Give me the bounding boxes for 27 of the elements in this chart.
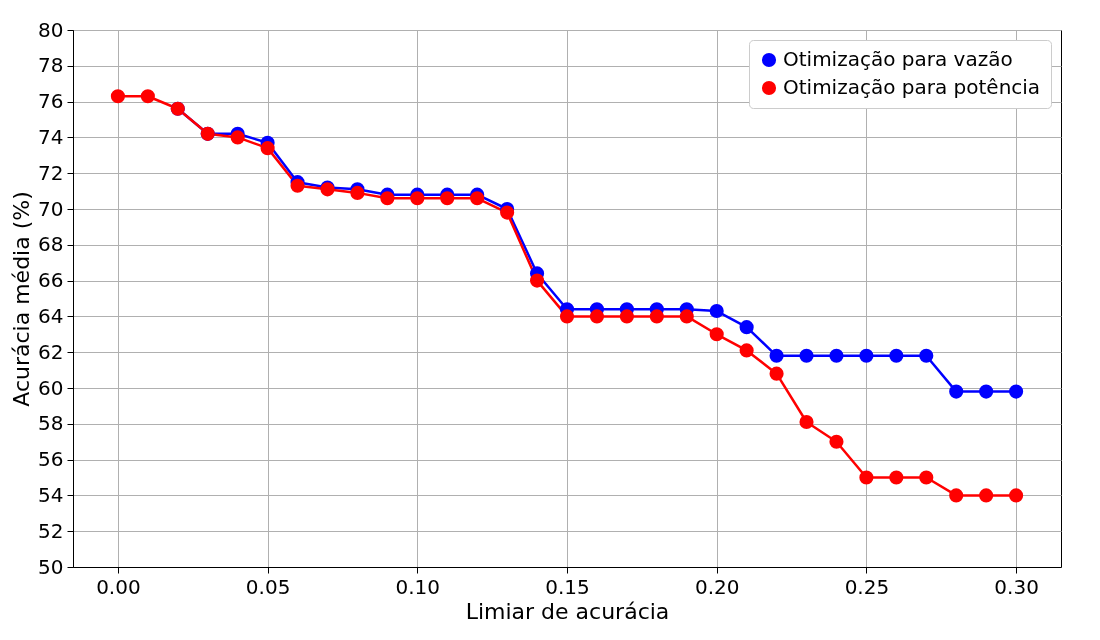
x-tick-label: 0.10 bbox=[395, 574, 441, 599]
y-tick-label: 68 bbox=[38, 232, 64, 257]
x-tick-label: 0.05 bbox=[245, 574, 291, 599]
legend-label: Otimização para vazão bbox=[783, 47, 1013, 71]
x-tick-label: 0.25 bbox=[844, 574, 890, 599]
x-tick-label: 0.00 bbox=[96, 574, 141, 599]
y-tick-label: 74 bbox=[38, 124, 64, 149]
y-tick-label: 76 bbox=[38, 89, 64, 114]
y-tick-label: 56 bbox=[38, 447, 64, 472]
y-tick-label: 52 bbox=[38, 518, 64, 543]
y-tick-label: 70 bbox=[38, 196, 64, 221]
y-tick-label: 66 bbox=[38, 268, 64, 293]
y-tick-label: 50 bbox=[38, 554, 64, 579]
y-tick-label: 54 bbox=[38, 482, 64, 507]
y-tick-label: 80 bbox=[38, 17, 64, 42]
y-tick-label: 60 bbox=[38, 375, 64, 400]
x-axis-title: Limiar de acurácia bbox=[465, 598, 670, 624]
x-tick-label: 0.15 bbox=[545, 574, 590, 599]
y-tick-label: 72 bbox=[38, 160, 64, 185]
y-axis-title: Acurácia média (%) bbox=[9, 191, 35, 407]
legend-label: Otimização para potência bbox=[783, 75, 1041, 99]
y-tick-label: 62 bbox=[38, 339, 64, 364]
y-tick-label: 64 bbox=[38, 303, 64, 328]
x-tick-label: 0.20 bbox=[694, 574, 740, 599]
y-tick-label: 58 bbox=[38, 411, 64, 436]
y-tick-label: 78 bbox=[38, 53, 64, 78]
x-tick-label: 0.30 bbox=[994, 574, 1039, 599]
